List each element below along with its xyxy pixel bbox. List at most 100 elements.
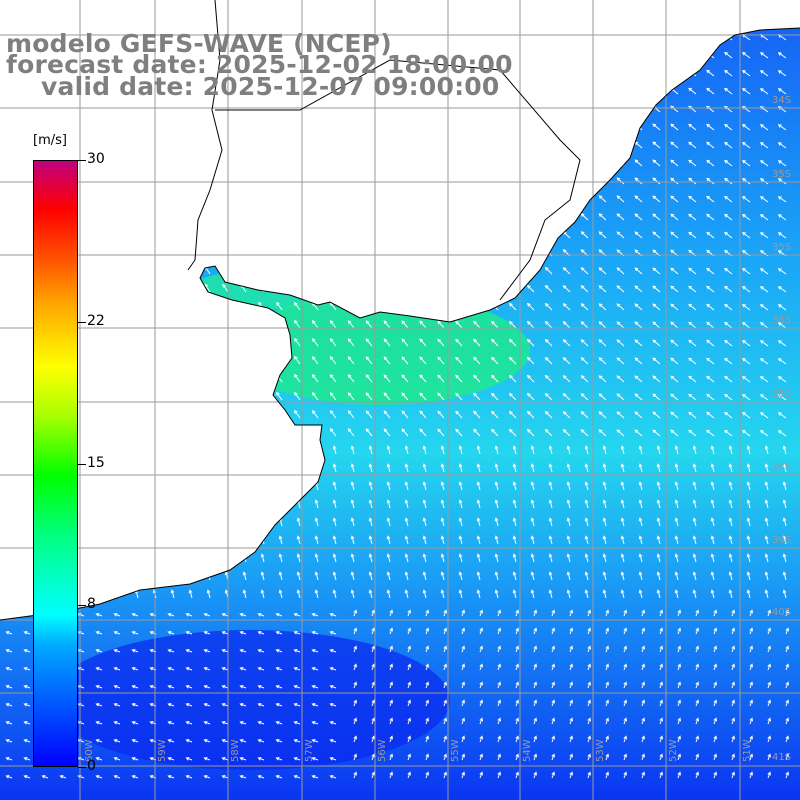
wind-arrow (353, 717, 357, 725)
wind-arrow (724, 141, 733, 149)
wind-arrow (186, 139, 193, 149)
wind-arrow (638, 463, 643, 473)
wind-arrow (634, 393, 643, 401)
wind-arrow (526, 428, 535, 437)
wind-arrow (258, 373, 265, 383)
wind-arrow (186, 391, 193, 401)
wind-arrow (741, 231, 751, 239)
wind-arrow (350, 463, 355, 473)
wind-arrow (7, 408, 13, 419)
wind-arrow (7, 210, 13, 221)
wind-arrow (311, 265, 319, 275)
wind-arrow (548, 445, 553, 455)
wind-arrow (368, 481, 373, 491)
wind-arrow (347, 284, 355, 293)
wind-arrow (257, 739, 265, 743)
wind-arrow (749, 717, 753, 725)
wind-arrow (131, 667, 139, 671)
wind-arrow (616, 429, 625, 437)
wind-arrow (260, 481, 265, 491)
wind-arrow (741, 321, 751, 329)
wind-arrow (188, 445, 193, 455)
wind-arrow (419, 392, 427, 401)
wind-arrow (383, 194, 391, 203)
wind-arrow (533, 753, 537, 761)
wind-arrow (8, 589, 13, 599)
wind-arrow (688, 375, 697, 383)
wind-arrow (652, 159, 661, 167)
wind-arrow (677, 681, 681, 689)
wind-arrow (724, 267, 733, 275)
wind-arrow (724, 411, 733, 419)
wind-arrow (580, 375, 589, 383)
wind-arrow (548, 535, 553, 545)
wind-arrow (240, 373, 247, 383)
wind-arrow (598, 51, 607, 59)
wind-arrow (677, 735, 681, 743)
wind-arrow (401, 302, 409, 311)
wind-arrow (383, 104, 391, 113)
wind-arrow (638, 535, 643, 545)
wind-arrow (115, 409, 121, 419)
wind-arrow (580, 87, 589, 95)
wind-arrow (569, 753, 573, 761)
wind-arrow (670, 231, 679, 239)
wind-arrow (515, 753, 519, 761)
wind-arrow (598, 195, 607, 203)
wind-arrow (26, 553, 31, 563)
wind-arrow (670, 213, 679, 221)
wind-arrow (113, 631, 121, 635)
wind-arrow (425, 663, 429, 671)
wind-arrow (5, 739, 13, 743)
wind-arrow (785, 681, 789, 689)
wind-arrow (365, 266, 373, 275)
wind-arrow (530, 535, 535, 545)
wind-arrow (476, 445, 481, 455)
wind-arrow (724, 69, 733, 77)
wind-arrow (258, 229, 265, 239)
wind-arrow (759, 412, 769, 419)
wind-arrow (206, 445, 211, 455)
wind-arrow (95, 757, 103, 761)
wind-arrow (347, 122, 355, 131)
wind-arrow (186, 157, 193, 167)
wind-arrow (7, 228, 13, 239)
wind-arrow (353, 681, 357, 689)
wind-arrow (365, 320, 373, 329)
wind-arrow (677, 627, 681, 635)
wind-arrow (98, 553, 103, 563)
wind-arrow (116, 535, 121, 545)
wind-arrow (23, 703, 31, 707)
wind-arrow (706, 429, 715, 437)
wind-arrow (455, 410, 463, 419)
wind-arrow (368, 463, 373, 473)
wind-arrow (580, 303, 589, 311)
wind-arrow (221, 613, 229, 617)
wind-arrow (656, 499, 661, 509)
wind-arrow (294, 283, 301, 293)
wind-arrow (544, 176, 553, 185)
wind-arrow (95, 649, 103, 653)
wind-arrow (7, 138, 13, 149)
wind-arrow (222, 265, 229, 275)
wind-arrow (206, 463, 211, 473)
wind-arrow (512, 535, 517, 545)
wind-arrow (168, 319, 175, 329)
wind-arrow (276, 265, 283, 275)
wind-arrow (497, 735, 501, 743)
wind-arrow (186, 337, 193, 347)
wind-arrow (598, 339, 607, 347)
wind-arrow (275, 685, 283, 689)
wind-arrow (623, 663, 627, 671)
wind-arrow (759, 142, 769, 149)
wind-arrow (7, 426, 13, 437)
wind-arrow (203, 613, 211, 617)
wind-arrow (695, 627, 699, 635)
wind-arrow (7, 354, 13, 365)
wind-arrow (116, 463, 121, 473)
wind-arrow (185, 721, 193, 725)
wind-arrow (777, 196, 787, 203)
wind-arrow (437, 338, 445, 347)
wind-arrow (677, 645, 681, 653)
wind-arrow (276, 409, 283, 419)
